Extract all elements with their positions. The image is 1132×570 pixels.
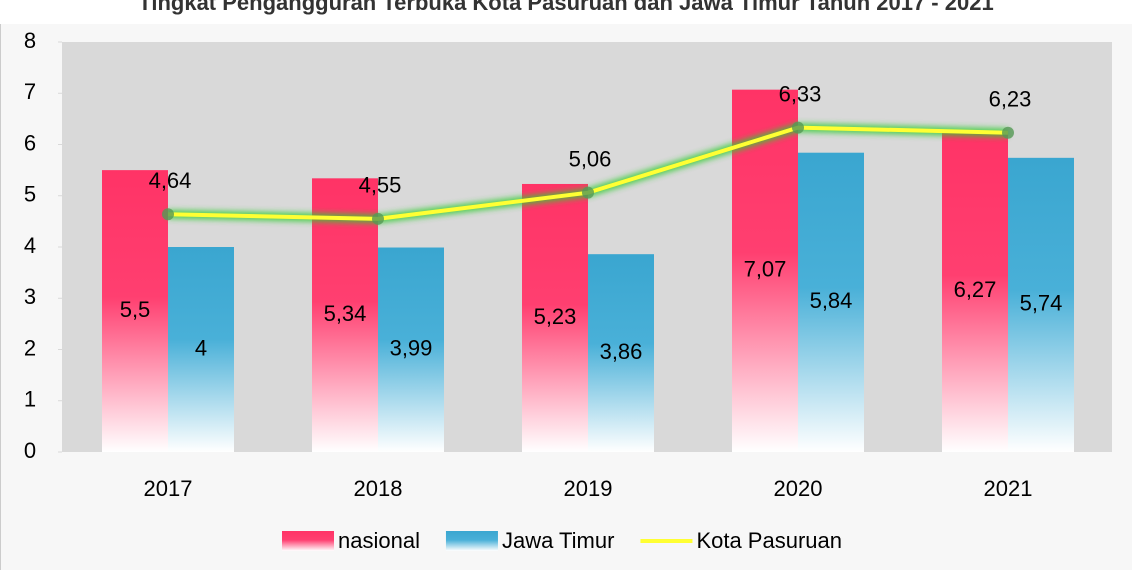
legend: nasional Jawa Timur Kota Pasuruan <box>282 528 842 553</box>
data-label: 6,33 <box>779 81 822 106</box>
data-label: 3,86 <box>600 339 643 364</box>
data-label: 4,55 <box>359 173 402 198</box>
data-label: 5,74 <box>1020 291 1063 316</box>
data-label: 5,5 <box>120 297 151 322</box>
y-tick-label: 0 <box>24 438 36 463</box>
bar <box>732 89 798 452</box>
y-tick-label: 4 <box>24 233 36 258</box>
point <box>582 186 594 199</box>
y-tick-label: 2 <box>24 335 36 360</box>
data-label: 7,07 <box>744 257 787 282</box>
data-label: 5,34 <box>324 301 367 326</box>
data-label: 5,84 <box>810 288 853 313</box>
bar <box>378 247 444 452</box>
bar <box>798 152 864 452</box>
x-tick-label: 2017 <box>144 476 193 501</box>
y-tick-label: 7 <box>24 79 36 104</box>
bar <box>522 183 588 452</box>
x-tick-label: 2021 <box>984 476 1033 501</box>
point <box>162 208 174 221</box>
legend-swatch <box>445 531 498 551</box>
legend-label: Jawa Timur <box>502 528 614 553</box>
bar <box>168 247 234 452</box>
point <box>372 212 384 225</box>
point <box>792 121 804 134</box>
y-tick-label: 5 <box>24 182 36 207</box>
bar <box>1008 157 1074 452</box>
data-label: 5,06 <box>569 146 612 171</box>
x-tick-label: 2020 <box>774 476 823 501</box>
y-tick-label: 8 <box>24 28 36 53</box>
bar <box>588 254 654 452</box>
data-label: 3,99 <box>390 336 433 361</box>
bar <box>942 130 1008 452</box>
data-label: 4 <box>195 335 207 360</box>
y-tick-label: 3 <box>24 284 36 309</box>
chart-title: Tingkat Pengangguran Terbuka Kota Pasuru… <box>138 0 993 15</box>
data-label: 4,64 <box>149 168 192 193</box>
y-tick-label: 1 <box>24 387 36 412</box>
data-label: 5,23 <box>534 304 577 329</box>
data-label: 6,23 <box>989 87 1032 112</box>
legend-label: nasional <box>338 528 420 553</box>
data-label: 6,27 <box>954 277 997 302</box>
bar <box>102 170 168 452</box>
bar <box>312 178 378 452</box>
y-tick-label: 6 <box>24 130 36 155</box>
legend-label: Kota Pasuruan <box>696 528 842 553</box>
legend-swatch <box>282 531 334 551</box>
x-tick-label: 2019 <box>564 476 613 501</box>
frame-edge <box>0 24 1 570</box>
x-tick-label: 2018 <box>354 476 403 501</box>
point <box>1002 126 1014 139</box>
